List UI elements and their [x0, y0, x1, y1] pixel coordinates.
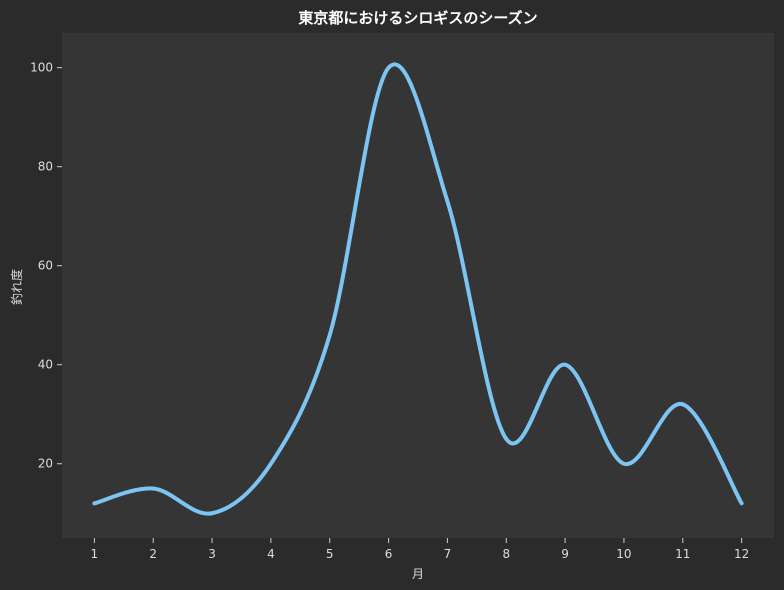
plot-area [62, 33, 774, 538]
y-tick-label: 100 [30, 61, 53, 75]
y-tick-label: 60 [38, 259, 53, 273]
x-tick-label: 7 [444, 547, 452, 561]
y-axis-ticks: 20 40 60 80 100 [30, 61, 62, 471]
x-axis-ticks: 1 2 3 4 5 6 7 8 9 10 11 12 [91, 538, 749, 561]
y-tick-label: 20 [38, 457, 53, 471]
y-tick-label: 80 [38, 160, 53, 174]
x-tick-label: 2 [149, 547, 157, 561]
x-tick-label: 9 [561, 547, 569, 561]
x-tick-label: 6 [385, 547, 393, 561]
y-tick-label: 40 [38, 358, 53, 372]
x-tick-label: 4 [267, 547, 275, 561]
series-line-0 [92, 62, 744, 516]
x-tick-label: 5 [326, 547, 334, 561]
x-tick-label: 1 [91, 547, 99, 561]
x-tick-label: 11 [675, 547, 690, 561]
x-tick-label: 10 [616, 547, 631, 561]
chart-title: 東京都におけるシロギスのシーズン [298, 9, 537, 27]
series-layer [92, 62, 744, 516]
x-tick-label: 8 [502, 547, 510, 561]
x-tick-label: 12 [734, 547, 749, 561]
x-tick-label: 3 [208, 547, 216, 561]
y-axis-label: 釣れ度 [9, 269, 24, 305]
x-axis-label: 月 [412, 567, 424, 581]
